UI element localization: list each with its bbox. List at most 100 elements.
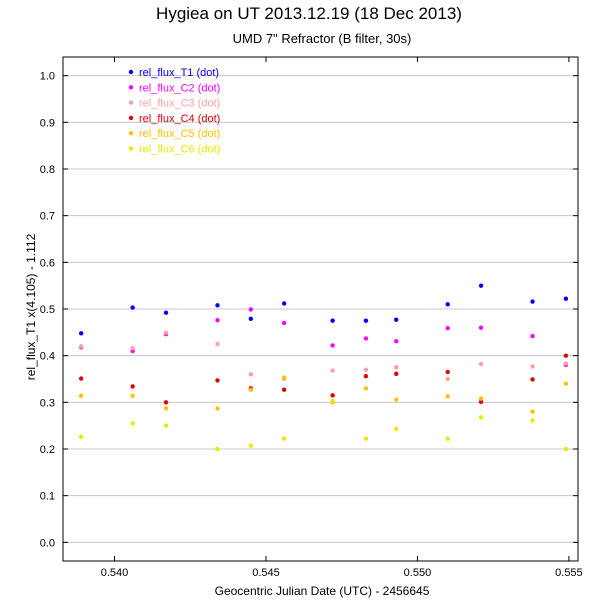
data-point-series-5	[163, 406, 169, 411]
data-point-series-2	[478, 325, 484, 330]
data-point-series-6	[394, 426, 399, 432]
y-tick-label: 0.0	[40, 537, 55, 549]
data-point-series-1	[215, 303, 220, 308]
data-point-series-6	[281, 436, 287, 441]
data-point-series-5	[78, 393, 84, 398]
y-tick-label: 1.0	[40, 71, 55, 83]
data-point-series-4	[78, 376, 84, 381]
data-point-series-5	[281, 375, 287, 380]
data-point-series-4	[215, 378, 220, 383]
y-tick-label: 0.7	[40, 211, 55, 223]
data-point-series-1	[394, 317, 399, 322]
y-tick-label: 0.6	[40, 257, 55, 269]
data-point-series-6	[530, 418, 535, 423]
data-point-series-3	[215, 341, 220, 347]
data-point-series-2	[215, 318, 220, 323]
data-point-series-6	[78, 434, 84, 440]
data-point-series-3	[248, 372, 254, 377]
data-point-series-3	[163, 330, 169, 335]
data-point-series-6	[363, 436, 369, 441]
data-point-series-6	[478, 415, 484, 420]
legend-label: rel_flux_C2 (dot)	[139, 82, 220, 94]
data-point-series-5	[215, 406, 220, 411]
data-point-series-6	[563, 446, 569, 452]
data-point-series-6	[163, 423, 169, 428]
data-point-series-5	[478, 396, 484, 401]
data-point-series-4	[130, 384, 135, 389]
data-point-series-3	[394, 365, 399, 370]
data-point-series-4	[445, 369, 450, 375]
data-point-series-3	[478, 361, 484, 367]
data-point-series-1	[563, 296, 569, 301]
data-point-series-6	[130, 421, 135, 426]
data-point-series-6	[248, 443, 254, 448]
data-point-series-1	[330, 318, 335, 323]
data-point-series-3	[130, 346, 135, 351]
data-point-series-2	[363, 336, 369, 341]
legend-label: rel_flux_C3 (dot)	[139, 98, 220, 110]
data-point-series-1	[248, 316, 254, 321]
data-point-series-4	[530, 377, 535, 382]
legend-marker	[128, 69, 134, 75]
y-axis-label: rel_flux_T1 x(4.105) - 1.112	[24, 233, 38, 380]
legend-marker	[128, 85, 134, 90]
axes: 0.0 0.1 0.2 0.3 0.4 0.5 0.6 0.7 0.8 0.9 1.0 0.540 0.…	[40, 56, 583, 579]
y-tick-label: 0.3	[40, 397, 55, 409]
data-point-series-6	[215, 446, 220, 452]
legend-label: rel_flux_C5 (dot)	[139, 128, 220, 140]
data-point-series-4	[363, 374, 369, 379]
x-tick-label: 0.540	[101, 567, 129, 579]
data-point-series-5	[363, 386, 369, 391]
legend-marker	[128, 146, 134, 151]
x-tick-label: 0.555	[555, 567, 583, 579]
y-tick-label: 0.4	[40, 351, 55, 363]
data-point-series-5	[563, 381, 569, 386]
plot-frame	[62, 56, 579, 562]
data-point-series-3	[78, 344, 84, 349]
legend-label: rel_flux_T1 (dot)	[139, 67, 219, 79]
legend-marker	[128, 131, 134, 136]
legend-marker	[128, 100, 134, 105]
data-point-series-1	[281, 301, 287, 306]
data-point-series-2	[281, 320, 287, 326]
data-point-series-3	[363, 367, 369, 372]
data-point-series-5	[130, 393, 135, 398]
x-axis-label: Geocentric Julian Date (UTC) - 2456645	[215, 584, 430, 598]
chart-subtitle: UMD 7" Refractor (B filter, 30s)	[233, 31, 412, 46]
data-point-series-2	[394, 339, 399, 344]
legend-label: rel_flux_C6 (dot)	[139, 144, 220, 156]
y-tick-label: 0.5	[40, 304, 55, 316]
data-point-series-3	[530, 364, 535, 369]
data-point-series-3	[330, 368, 335, 373]
data-point-series-4	[478, 399, 484, 405]
y-tick-label: 0.8	[40, 164, 55, 176]
data-point-series-4	[330, 393, 335, 398]
data-point-series-1	[130, 305, 135, 310]
data-point-series-6	[330, 398, 335, 404]
data-point-series-1	[478, 283, 484, 288]
legend: rel_flux_T1 (dot) rel_flux_C2 (dot) rel_fl…	[128, 67, 220, 156]
data-point-series-5	[530, 409, 535, 414]
data-point-series-1	[530, 299, 535, 304]
data-point-series-5	[248, 387, 254, 392]
data-point-series-3	[445, 376, 450, 382]
data-point-series-4	[163, 400, 169, 405]
data-points	[78, 283, 569, 452]
data-point-series-2	[445, 325, 450, 331]
y-tick-label: 0.2	[40, 444, 55, 456]
legend-label: rel_flux_C4 (dot)	[139, 113, 220, 125]
data-point-series-1	[445, 302, 450, 307]
data-point-series-6	[445, 436, 450, 441]
data-point-series-2	[248, 307, 254, 312]
x-tick-label: 0.550	[404, 567, 432, 579]
data-point-series-1	[78, 331, 84, 336]
data-point-series-5	[445, 394, 450, 399]
data-point-series-1	[163, 310, 169, 315]
x-tick-label: 0.545	[252, 567, 280, 579]
data-point-series-4	[394, 371, 399, 377]
data-point-series-2	[330, 343, 335, 348]
y-tick-label: 0.1	[40, 491, 55, 503]
data-point-series-3	[563, 361, 569, 366]
grid-lines	[63, 75, 578, 543]
